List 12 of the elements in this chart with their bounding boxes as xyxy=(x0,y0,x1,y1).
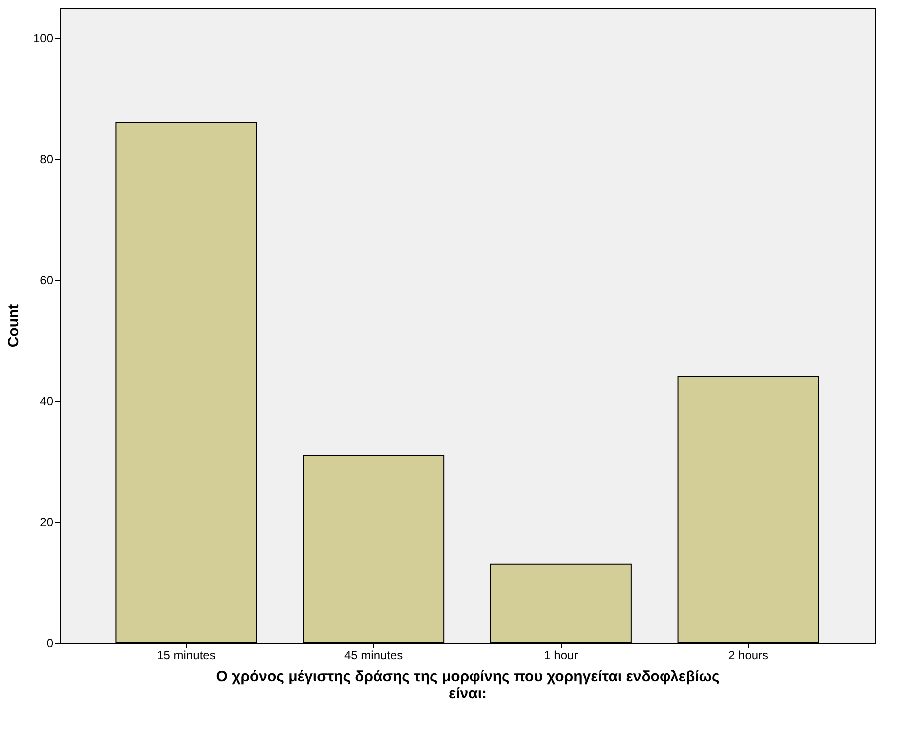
y-tick-label: 60 xyxy=(40,274,54,288)
x-tick-label: 2 hours xyxy=(728,648,769,662)
y-tick-label: 100 xyxy=(33,32,54,46)
y-tick-label: 40 xyxy=(40,394,54,409)
x-axis-title: Ο χρόνος μέγιστης δράσης της μορφίνης που χορηγείται ενδοφλεβίως είναι: xyxy=(216,668,720,702)
y-tick-label: 80 xyxy=(40,152,54,167)
x-tick-label: 45 minutes xyxy=(344,648,404,662)
x-tick-label: 15 minutes xyxy=(157,648,216,662)
x-tick-label: 1 hour xyxy=(544,648,578,662)
y-tick-label: 0 xyxy=(46,636,54,650)
y-tick-label: 20 xyxy=(40,516,54,530)
y-axis-title: Count xyxy=(5,304,22,348)
